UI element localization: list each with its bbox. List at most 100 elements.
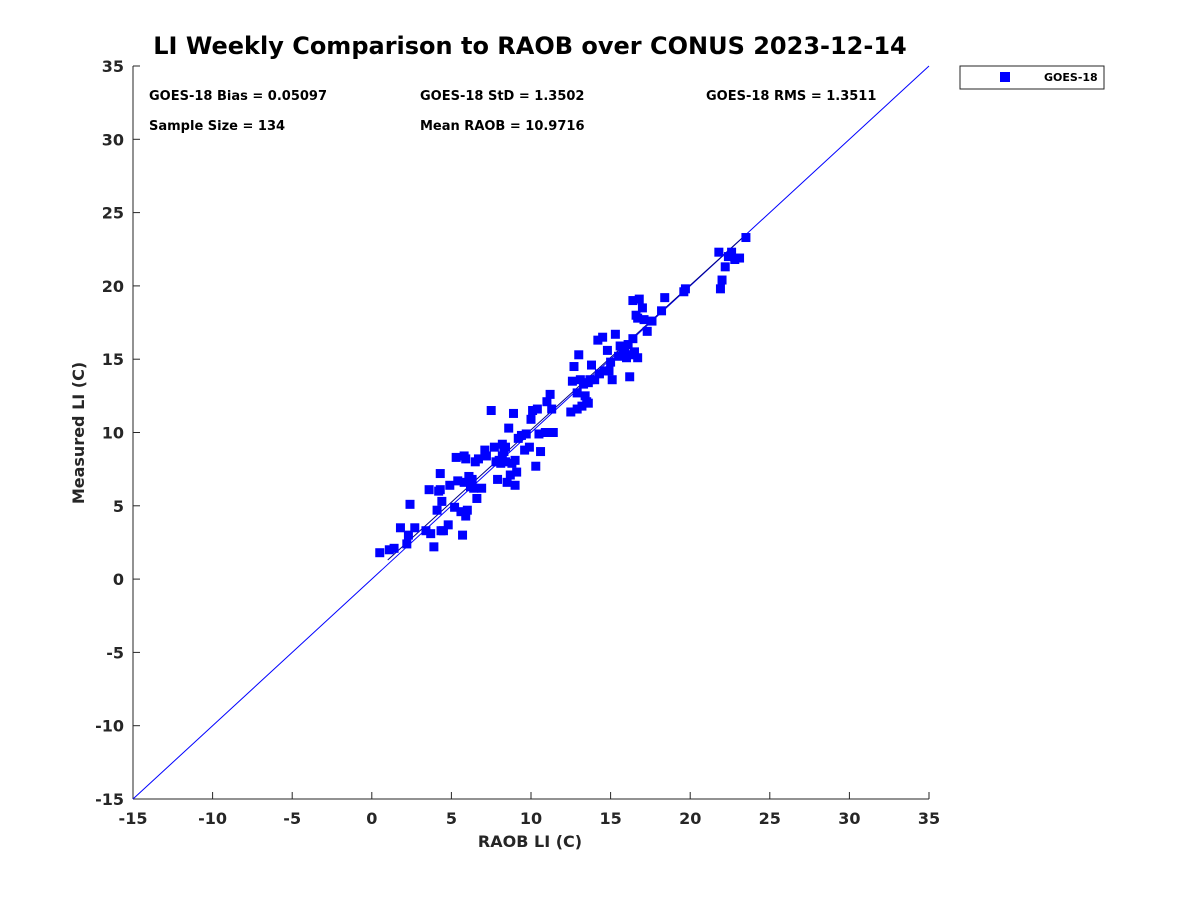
data-point bbox=[577, 401, 587, 411]
data-point bbox=[623, 340, 633, 350]
data-point bbox=[497, 451, 507, 461]
data-point bbox=[486, 406, 496, 416]
data-point bbox=[657, 306, 667, 316]
data-point bbox=[607, 375, 617, 385]
data-point bbox=[524, 442, 534, 452]
data-point bbox=[501, 442, 511, 452]
chart-title: LI Weekly Comparison to RAOB over CONUS … bbox=[153, 32, 906, 60]
data-point bbox=[462, 505, 472, 515]
data-point bbox=[660, 293, 670, 303]
data-point bbox=[647, 316, 657, 326]
data-point bbox=[602, 345, 612, 355]
legend-label-goes-18: GOES-18 bbox=[1044, 71, 1098, 84]
data-point bbox=[472, 493, 482, 503]
data-point bbox=[504, 423, 514, 433]
x-tick-label: -15 bbox=[119, 809, 148, 828]
data-point bbox=[625, 372, 635, 382]
y-ticks: -15 -10 -5 0 5 10 15 20 25 30 35 bbox=[95, 57, 140, 809]
data-point bbox=[633, 353, 643, 363]
data-point bbox=[426, 529, 436, 539]
data-point bbox=[459, 477, 469, 487]
x-tick-label: 20 bbox=[679, 809, 701, 828]
data-point bbox=[628, 334, 638, 344]
data-point bbox=[510, 455, 520, 465]
data-point bbox=[720, 262, 730, 272]
data-point bbox=[680, 284, 690, 294]
data-point bbox=[593, 335, 603, 345]
data-point bbox=[477, 483, 487, 493]
data-point bbox=[526, 414, 536, 424]
data-point bbox=[548, 428, 558, 437]
data-point bbox=[599, 366, 609, 376]
data-point bbox=[542, 397, 552, 407]
x-tick-label: -5 bbox=[283, 809, 301, 828]
data-point bbox=[461, 511, 471, 521]
data-point bbox=[405, 499, 415, 509]
data-point bbox=[642, 326, 652, 336]
legend-marker-goes-18 bbox=[1000, 72, 1010, 82]
data-point bbox=[717, 275, 727, 285]
x-ticks: -15 -10 -5 0 5 10 15 20 25 30 35 bbox=[119, 792, 940, 828]
data-point bbox=[615, 341, 625, 351]
data-point bbox=[435, 485, 445, 495]
data-point bbox=[520, 445, 530, 455]
data-point bbox=[501, 457, 511, 467]
data-point bbox=[469, 483, 479, 493]
y-tick-label: 35 bbox=[102, 57, 124, 76]
y-tick-label: 10 bbox=[102, 424, 124, 443]
data-point bbox=[395, 523, 405, 533]
data-point bbox=[610, 329, 620, 339]
plot-area: -15 -10 -5 0 5 10 15 20 25 30 35 -15 -10 -5 0 5 10 15 20 2… bbox=[95, 57, 940, 828]
y-tick-label: 25 bbox=[102, 204, 124, 223]
legend: GOES-18 bbox=[959, 65, 1105, 90]
x-tick-label: 30 bbox=[838, 809, 860, 828]
data-point bbox=[572, 388, 582, 398]
data-point bbox=[531, 461, 541, 471]
data-point bbox=[437, 496, 447, 506]
stats-annotations: GOES-18 Bias = 0.05097 GOES-18 StD = 1.3… bbox=[149, 89, 876, 134]
data-point bbox=[604, 366, 614, 376]
data-point bbox=[445, 480, 455, 490]
data-point bbox=[375, 548, 385, 558]
data-point bbox=[730, 255, 740, 265]
data-point bbox=[583, 398, 593, 408]
data-points bbox=[375, 233, 751, 558]
stat-mean-raob: Mean RAOB = 10.9716 bbox=[420, 119, 585, 134]
data-point bbox=[598, 332, 608, 342]
data-point bbox=[467, 474, 477, 484]
data-point bbox=[493, 474, 503, 484]
data-point bbox=[540, 428, 550, 437]
reference-line bbox=[132, 65, 930, 800]
data-point bbox=[489, 442, 499, 452]
data-point bbox=[505, 470, 515, 480]
y-axis-label: Measured LI (C) bbox=[69, 362, 88, 504]
data-point bbox=[585, 375, 595, 385]
data-point bbox=[536, 447, 546, 457]
data-point bbox=[508, 408, 518, 418]
data-point bbox=[566, 407, 576, 417]
data-point bbox=[547, 404, 557, 414]
data-point bbox=[528, 406, 538, 416]
data-point bbox=[590, 375, 600, 385]
data-point bbox=[580, 391, 590, 401]
data-point bbox=[622, 353, 632, 363]
data-point bbox=[435, 469, 445, 479]
data-point bbox=[481, 451, 491, 461]
data-point bbox=[586, 360, 596, 370]
stat-sample-size: Sample Size = 134 bbox=[149, 119, 285, 134]
legend-box bbox=[959, 65, 1105, 90]
data-point bbox=[735, 253, 745, 263]
y-tick-label: 5 bbox=[113, 497, 124, 516]
data-point bbox=[453, 476, 463, 486]
data-point bbox=[714, 247, 724, 257]
data-point bbox=[429, 542, 439, 552]
data-point bbox=[534, 429, 544, 439]
stat-rms: GOES-18 RMS = 1.3511 bbox=[706, 89, 876, 104]
data-point bbox=[389, 543, 399, 553]
data-point bbox=[637, 303, 647, 313]
y-tick-label: 30 bbox=[102, 130, 124, 149]
y-tick-label: -5 bbox=[106, 643, 124, 662]
data-point bbox=[639, 315, 649, 325]
data-point bbox=[594, 369, 604, 379]
